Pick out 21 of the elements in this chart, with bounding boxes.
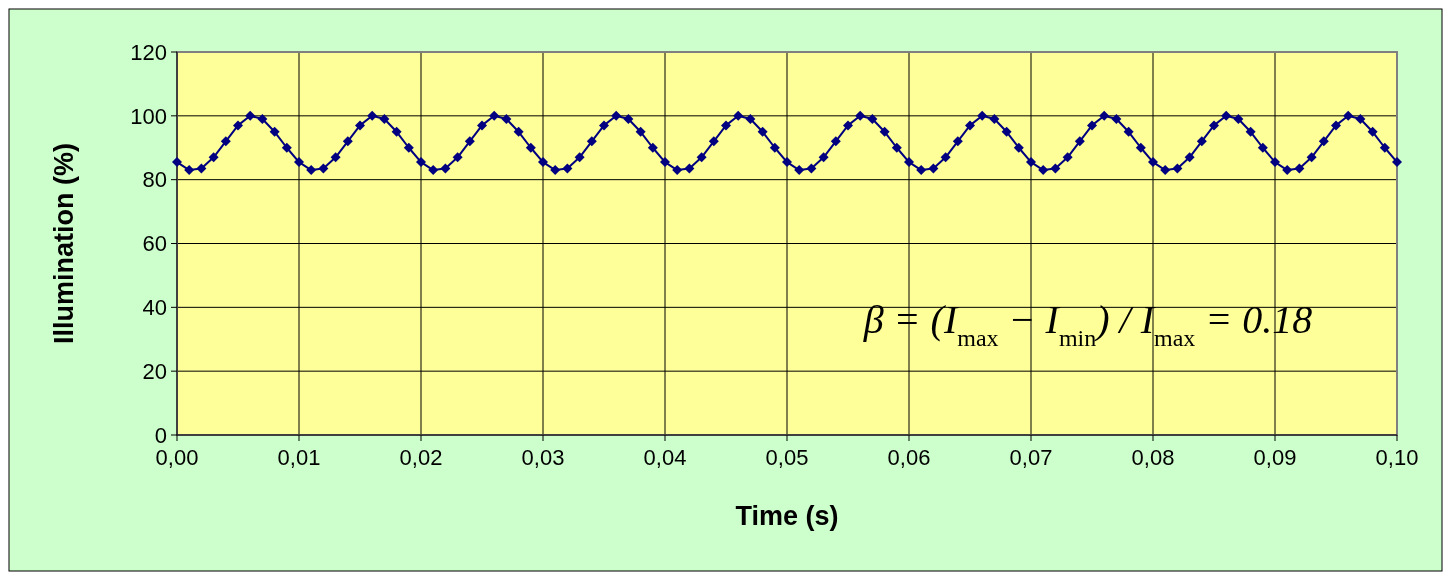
annotation: β = (I$_{max}$ − I$_{min}$) / I$_{max}$ = 0.18 (862, 296, 1313, 351)
y-tick-label: 0 (154, 422, 167, 448)
x-tick-label: 0,00 (155, 445, 199, 470)
y-tick-label: 80 (142, 167, 167, 193)
x-tick-label: 0,04 (643, 445, 687, 470)
x-tick-label: 0,06 (887, 445, 931, 470)
x-tick-label: 0,08 (1131, 445, 1175, 470)
x-tick-label: 0,03 (521, 445, 565, 470)
y-tick-label: 20 (142, 358, 167, 384)
y-tick-label: 40 (142, 295, 167, 321)
y-tick-label: 100 (130, 103, 167, 129)
x-tick-label: 0,07 (1009, 445, 1053, 470)
y-axis-title: Illumination (%) (49, 143, 79, 344)
x-tick-label: 0,05 (765, 445, 809, 470)
x-axis-title: Time (s) (735, 501, 839, 531)
y-tick-label: 120 (130, 39, 167, 65)
y-tick-label: 60 (142, 231, 167, 257)
x-tick-label: 0,02 (399, 445, 443, 470)
x-tick-label: 0,10 (1375, 445, 1419, 470)
x-tick-label: 0,09 (1253, 445, 1297, 470)
x-tick-label: 0,01 (277, 445, 321, 470)
